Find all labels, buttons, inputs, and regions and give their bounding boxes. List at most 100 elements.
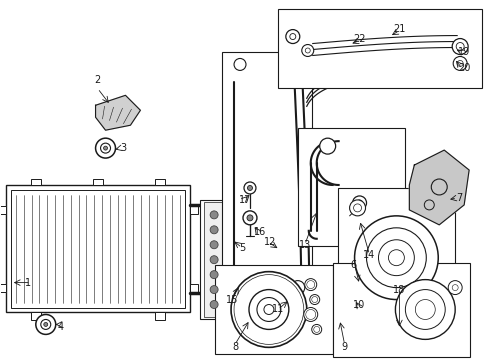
Circle shape [349, 200, 365, 216]
Circle shape [36, 315, 56, 334]
Circle shape [305, 310, 315, 319]
Circle shape [356, 200, 362, 206]
Circle shape [210, 301, 218, 309]
Circle shape [395, 280, 454, 339]
Circle shape [243, 211, 256, 225]
Circle shape [290, 280, 304, 294]
Circle shape [313, 327, 319, 332]
Bar [297, 128, 405, 246]
Bar [155, 312, 165, 320]
Text: 21: 21 [392, 24, 405, 33]
Text: 17: 17 [238, 195, 251, 205]
Circle shape [246, 215, 252, 221]
Text: 12: 12 [263, 237, 276, 247]
Circle shape [305, 48, 309, 53]
Circle shape [354, 216, 437, 300]
Bar [215, 265, 332, 354]
Circle shape [41, 319, 51, 329]
Text: 20: 20 [457, 63, 469, 73]
Circle shape [248, 289, 288, 329]
Circle shape [301, 45, 313, 57]
Circle shape [241, 282, 296, 337]
Circle shape [451, 285, 457, 291]
Bar [11, 190, 185, 307]
Circle shape [304, 279, 316, 291]
Text: 11: 11 [271, 305, 284, 315]
Circle shape [103, 146, 107, 150]
Bar [92, 179, 102, 185]
Circle shape [414, 300, 434, 319]
Bar [222, 53, 311, 300]
Circle shape [244, 182, 255, 194]
Bar [277, 9, 481, 88]
Circle shape [210, 226, 218, 234]
Bar [6, 185, 190, 312]
Circle shape [306, 280, 314, 289]
Circle shape [210, 271, 218, 279]
Circle shape [352, 196, 366, 210]
Text: 14: 14 [363, 250, 375, 260]
Bar [31, 179, 41, 185]
Text: 5: 5 [239, 243, 244, 253]
Circle shape [247, 185, 252, 190]
Text: 9: 9 [341, 342, 347, 352]
Text: 8: 8 [231, 342, 238, 352]
Circle shape [210, 241, 218, 249]
Circle shape [44, 323, 48, 327]
Text: 15: 15 [225, 294, 238, 305]
Circle shape [234, 58, 245, 71]
Text: 6: 6 [350, 260, 356, 270]
Text: 13: 13 [298, 240, 310, 250]
Bar [190, 284, 198, 292]
Circle shape [405, 289, 444, 329]
Text: 10: 10 [353, 300, 365, 310]
Text: 19: 19 [457, 48, 469, 58]
Circle shape [237, 278, 300, 341]
Bar [200, 200, 227, 319]
Polygon shape [95, 95, 140, 130]
Circle shape [303, 307, 317, 321]
Circle shape [256, 298, 280, 321]
Bar [31, 312, 41, 320]
Circle shape [101, 143, 110, 153]
Circle shape [319, 138, 335, 154]
Text: 2: 2 [94, 75, 101, 85]
Circle shape [430, 179, 447, 195]
Bar [0, 206, 6, 214]
Circle shape [234, 275, 303, 345]
Circle shape [456, 60, 462, 67]
Circle shape [285, 30, 299, 44]
Circle shape [309, 294, 319, 305]
Circle shape [311, 297, 317, 302]
Bar [337, 188, 454, 328]
Bar [203, 202, 224, 318]
Circle shape [455, 42, 463, 50]
Circle shape [264, 305, 273, 315]
Bar [0, 284, 6, 292]
Circle shape [366, 228, 426, 288]
Circle shape [447, 280, 461, 294]
Circle shape [424, 200, 433, 210]
Circle shape [95, 138, 115, 158]
Circle shape [311, 324, 321, 334]
Circle shape [210, 211, 218, 219]
Circle shape [387, 250, 404, 266]
Bar [332, 263, 469, 357]
Text: 16: 16 [253, 227, 265, 237]
Text: 3: 3 [120, 143, 126, 153]
Circle shape [230, 272, 306, 347]
Text: 22: 22 [353, 33, 365, 44]
Text: 18: 18 [392, 284, 405, 294]
Bar [190, 206, 198, 214]
Polygon shape [408, 150, 468, 225]
Text: 4: 4 [58, 323, 63, 332]
Circle shape [289, 33, 295, 40]
Text: 7: 7 [455, 193, 461, 203]
Circle shape [210, 256, 218, 264]
Circle shape [353, 204, 361, 212]
Bar [155, 179, 165, 185]
Text: 1: 1 [25, 278, 31, 288]
Circle shape [210, 285, 218, 293]
Circle shape [378, 240, 413, 276]
Circle shape [451, 39, 467, 54]
